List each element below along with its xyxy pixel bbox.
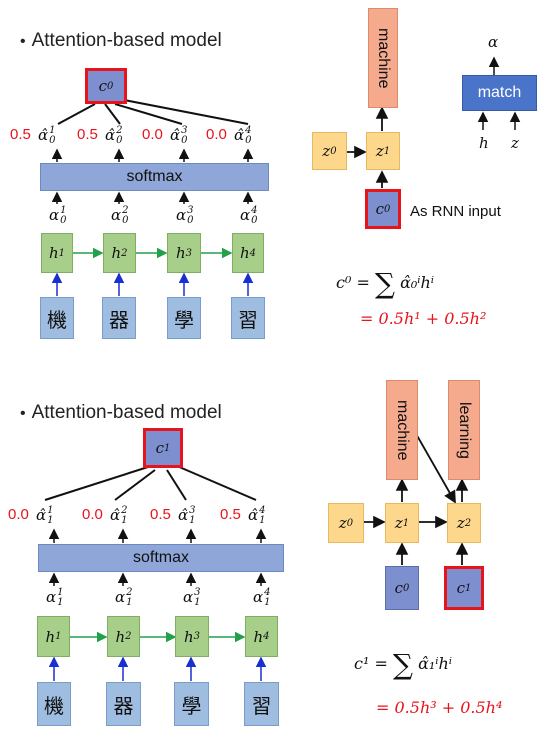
bottom-formula-result: = 0.5h³ + 0.5h⁴ <box>376 698 503 717</box>
top-alpha-hat: α̂ 3 0 <box>170 125 188 146</box>
top-alpha-hat: α̂ 4 0 <box>234 125 252 146</box>
top-output-machine: machine <box>368 8 398 108</box>
top-formula-sum: c⁰ = ∑ α̂₀ⁱhⁱ <box>336 267 435 300</box>
rnn-input-note: As RNN input <box>410 203 501 220</box>
bottom-weight: 0.5 <box>220 506 241 523</box>
bottom-alpha-hat: α̂ 2 1 <box>110 505 128 526</box>
bottom-formula-sum: c¹ = ∑ α̂₁ⁱhⁱ <box>354 648 453 681</box>
bottom-weight: 0.0 <box>82 506 103 523</box>
bottom-alpha-hat: α̂ 3 1 <box>178 505 196 526</box>
top-input-char: 學 <box>167 297 201 339</box>
bottom-alpha-hat: α̂ 1 1 <box>36 505 54 526</box>
match-box: match <box>462 75 537 111</box>
bottom-weight: 0.0 <box>8 506 29 523</box>
match-input-h: h <box>479 134 489 152</box>
bottom-softmax: softmax <box>38 544 284 572</box>
bottom-input-arrows <box>48 656 267 681</box>
bottom-alpha-hat-row: 0.0 α̂ 1 1 0.0 α̂ 2 1 0.5 α̂ 3 1 0.5 α̂ 4 1 <box>8 504 298 528</box>
top-alpha-hat-row: 0.5 α̂ 1 0 0.5 α̂ 2 0 0.0 α̂ 3 0 0.0 α̂ 4 0 <box>10 124 300 148</box>
top-softmax-arrows <box>51 148 254 162</box>
bottom-decoder-arrows <box>364 431 469 565</box>
top-weight: 0.5 <box>10 126 31 143</box>
bottom-alpha-arrows <box>48 572 267 586</box>
match-arrows <box>477 56 521 130</box>
bottom-output-machine: machine <box>386 380 418 480</box>
bullet-icon: • <box>20 405 26 422</box>
top-decoder-arrows <box>347 106 389 188</box>
top-input-arrows <box>51 272 254 296</box>
bottom-input-char: 機 <box>37 682 71 726</box>
top-weight: 0.0 <box>142 126 163 143</box>
top-context-lines <box>57 99 249 125</box>
bottom-weight: 0.5 <box>150 506 171 523</box>
top-input-char: 機 <box>40 297 74 339</box>
bottom-output-learning: learning <box>448 380 480 480</box>
bottom-context-lines <box>44 465 257 501</box>
bottom-input-char: 器 <box>106 682 141 726</box>
top-weight: 0.0 <box>206 126 227 143</box>
top-title: • Attention-based model <box>20 30 222 51</box>
match-output-alpha: α <box>488 33 499 51</box>
top-alpha-hat: α̂ 2 0 <box>105 125 123 146</box>
match-input-z: z <box>511 134 519 152</box>
top-formula-result: = 0.5h¹ + 0.5h² <box>360 309 487 328</box>
bullet-icon: • <box>20 33 26 50</box>
bottom-title: • Attention-based model <box>20 402 222 423</box>
bottom-softmax-arrows <box>48 528 267 543</box>
bottom-input-char: 習 <box>244 682 279 726</box>
top-input-char: 器 <box>102 297 136 339</box>
top-alpha-arrows <box>51 191 254 204</box>
top-softmax: softmax <box>40 163 269 191</box>
bottom-input-char: 學 <box>174 682 209 726</box>
bottom-alpha-hat: α̂ 4 1 <box>248 505 266 526</box>
top-alpha-hat: α̂ 1 0 <box>38 125 56 146</box>
top-weight: 0.5 <box>77 126 98 143</box>
top-input-char: 習 <box>231 297 265 339</box>
